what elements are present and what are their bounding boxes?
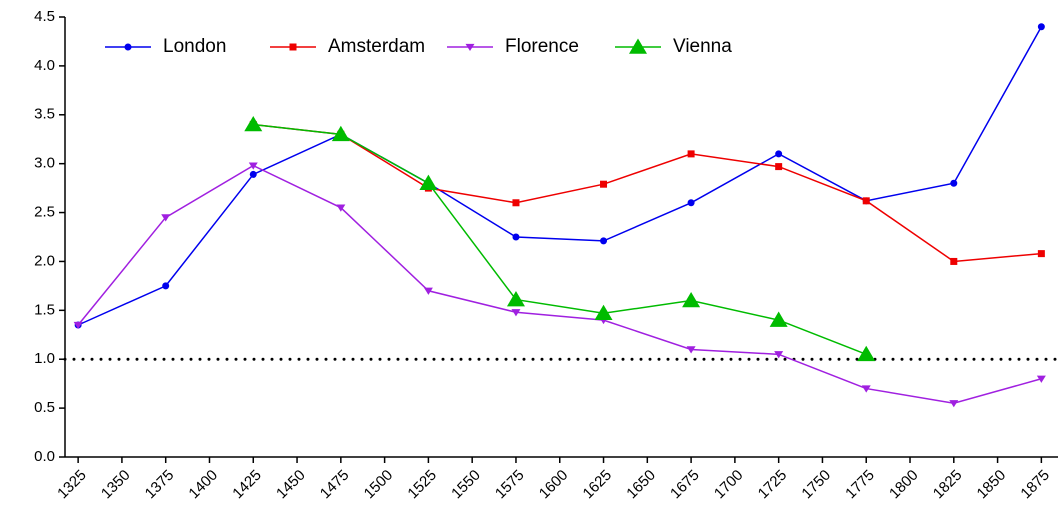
- marker: [594, 304, 613, 321]
- marker: [687, 199, 695, 207]
- y-tick-label: 0.0: [34, 448, 55, 465]
- marker: [769, 311, 788, 327]
- marker: [465, 43, 475, 52]
- marker: [506, 291, 525, 307]
- y-tick-label: 1.0: [34, 350, 55, 367]
- legend-label: Florence: [505, 36, 579, 57]
- y-tick-label: 3.5: [34, 106, 55, 123]
- marker: [600, 180, 608, 188]
- marker: [600, 237, 608, 245]
- x-tick-label: 1625: [580, 467, 616, 503]
- marker: [1036, 375, 1046, 383]
- legend-label: Vienna: [673, 36, 732, 57]
- x-tick-label: 1325: [54, 467, 90, 503]
- x-tick-label: 1550: [448, 467, 484, 503]
- marker: [774, 351, 784, 359]
- marker: [289, 43, 297, 51]
- marker: [249, 170, 257, 178]
- series-line: [253, 123, 867, 356]
- x-tick-label: 1875: [1017, 467, 1053, 503]
- marker: [861, 385, 871, 393]
- marker: [857, 345, 876, 362]
- legend-label: London: [163, 36, 226, 57]
- legend-label: Amsterdam: [328, 36, 425, 57]
- x-tick-label: 1825: [930, 467, 966, 503]
- series-line: [77, 164, 1042, 404]
- x-tick-label: 1675: [667, 467, 703, 503]
- marker: [629, 38, 647, 54]
- y-tick-label: 2.0: [34, 252, 55, 269]
- x-tick-label: 1425: [229, 467, 265, 503]
- x-tick-label: 1850: [974, 467, 1010, 503]
- marker: [124, 43, 132, 51]
- x-tick-label: 1600: [536, 467, 572, 503]
- x-tick-label: 1475: [317, 467, 353, 503]
- marker: [73, 321, 83, 330]
- y-tick-label: 4.5: [34, 8, 55, 25]
- x-tick-label: 1700: [711, 467, 747, 503]
- marker: [775, 150, 783, 158]
- marker: [423, 287, 433, 295]
- marker: [511, 309, 521, 317]
- marker: [162, 282, 170, 290]
- series-line: [253, 123, 1042, 263]
- marker: [336, 204, 346, 212]
- x-tick-label: 1800: [886, 467, 922, 503]
- x-tick-label: 1450: [273, 467, 309, 503]
- marker: [949, 400, 959, 408]
- x-tick-label: 1375: [142, 467, 178, 503]
- marker: [161, 214, 171, 222]
- x-tick-label: 1750: [798, 467, 834, 503]
- marker: [1037, 250, 1045, 258]
- x-tick-label: 1775: [842, 467, 878, 503]
- x-tick-label: 1350: [98, 467, 134, 503]
- marker: [248, 162, 258, 170]
- marker: [331, 125, 350, 142]
- x-tick-label: 1525: [404, 467, 440, 503]
- marker: [682, 292, 701, 308]
- marker: [512, 199, 520, 207]
- x-tick-label: 1400: [185, 467, 221, 503]
- x-tick-label: 1650: [623, 467, 659, 503]
- x-tick-label: 1575: [492, 467, 528, 503]
- marker: [687, 150, 695, 158]
- y-tick-label: 2.5: [34, 204, 55, 221]
- y-tick-label: 4.0: [34, 57, 55, 74]
- marker: [775, 163, 783, 171]
- y-tick-label: 0.5: [34, 399, 55, 416]
- marker: [686, 346, 696, 354]
- marker: [512, 233, 520, 241]
- marker: [862, 197, 870, 205]
- y-tick-label: 3.0: [34, 155, 55, 172]
- marker: [950, 257, 958, 265]
- marker: [950, 179, 958, 187]
- x-tick-label: 1725: [755, 467, 791, 503]
- y-tick-label: 1.5: [34, 301, 55, 318]
- x-tick-label: 1500: [361, 467, 397, 503]
- marker: [1037, 23, 1045, 31]
- series-line: [77, 26, 1043, 326]
- marker: [244, 116, 263, 132]
- marker: [419, 174, 438, 190]
